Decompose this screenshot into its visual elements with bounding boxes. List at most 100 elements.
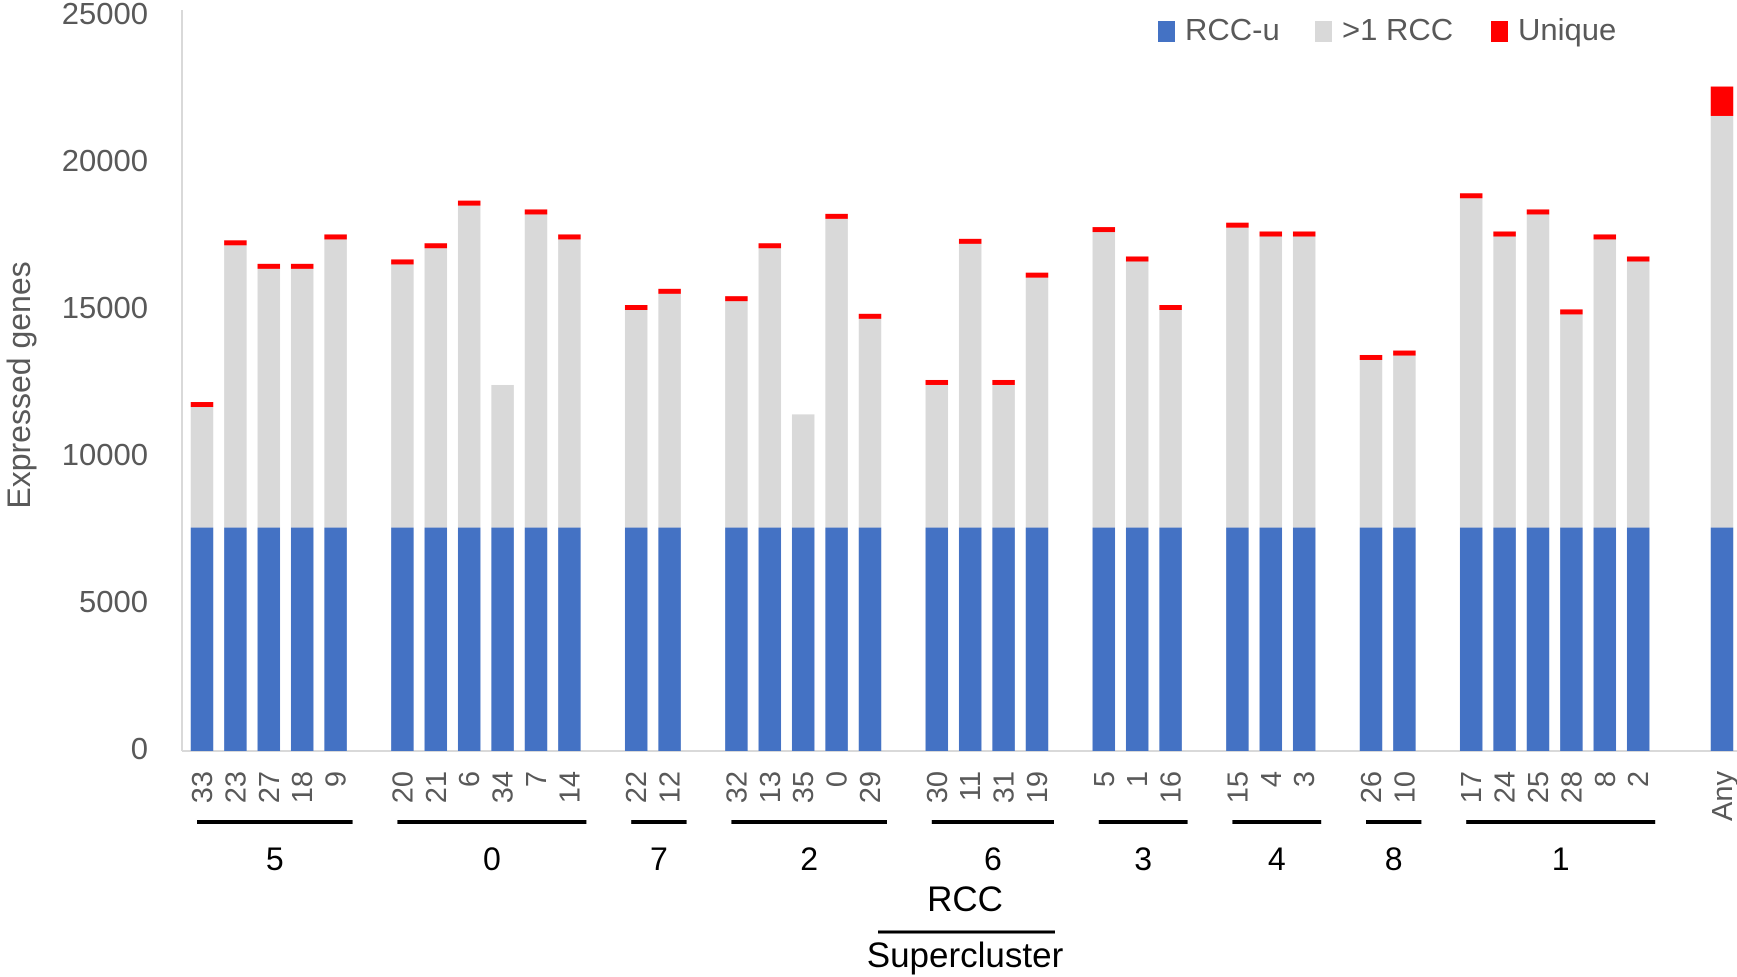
bar-multi-rcc <box>1560 314 1583 528</box>
bar-unique <box>825 213 848 219</box>
bar-multi-rcc <box>1259 236 1283 528</box>
x-tick-label: 21 <box>421 771 453 803</box>
bar-unique <box>725 296 748 302</box>
bar-rcc-u <box>1092 527 1116 751</box>
group-label: 8 <box>1385 841 1403 877</box>
x-tick-label: 13 <box>755 771 787 803</box>
bar-unique <box>424 243 448 249</box>
bar-multi-rcc <box>1226 227 1249 528</box>
x-tick-label: 35 <box>788 771 820 803</box>
bar-rcc-u <box>1025 527 1049 751</box>
bar-rcc-u <box>1526 527 1550 751</box>
bar-unique <box>958 238 982 244</box>
x-tick-label: 8 <box>1590 771 1622 787</box>
bar-multi-rcc <box>424 248 448 528</box>
bar-rcc-u <box>725 527 748 751</box>
bar-rcc-u <box>1359 527 1383 751</box>
group-label: 3 <box>1134 841 1152 877</box>
bar-multi-rcc <box>1159 310 1182 528</box>
x-tick-label: 25 <box>1523 771 1555 803</box>
x-axis-title-rcc: RCC <box>927 880 1003 919</box>
group-label: 6 <box>984 841 1002 877</box>
bar-unique <box>257 263 281 269</box>
group-label: 2 <box>800 841 818 877</box>
bar-unique <box>1459 193 1483 199</box>
bar-multi-rcc <box>1459 198 1483 528</box>
bar-rcc-u <box>1560 527 1583 751</box>
bar-rcc-u <box>658 527 681 751</box>
x-tick-label: 33 <box>187 771 219 803</box>
bar-unique <box>925 379 949 385</box>
bar-multi-rcc <box>1292 236 1316 528</box>
y-tick-label: 0 <box>131 731 148 766</box>
x-tick-label: 31 <box>989 771 1021 803</box>
x-tick-label: 0 <box>822 771 854 787</box>
group-label: 4 <box>1268 841 1286 877</box>
x-tick-label: 16 <box>1156 771 1188 803</box>
bar-unique <box>1710 86 1734 116</box>
x-tick-label: 30 <box>922 771 954 803</box>
bar-multi-rcc <box>825 218 848 528</box>
x-tick-label: 32 <box>721 771 753 803</box>
x-tick-label: 1 <box>1122 771 1154 787</box>
bar-rcc-u <box>758 527 782 751</box>
x-tick-label: 9 <box>321 771 353 787</box>
y-tick-label: 25000 <box>62 0 148 31</box>
bar-rcc-u <box>524 527 548 751</box>
bar-rcc-u <box>624 527 648 751</box>
bar-multi-rcc <box>925 384 949 528</box>
bar-rcc-u <box>858 527 882 751</box>
group-label: 5 <box>266 841 284 877</box>
x-tick-label: 2 <box>1623 771 1655 787</box>
y-tick-label: 5000 <box>79 584 148 619</box>
bar-rcc-u <box>1493 527 1516 751</box>
x-tick-labels: 33 23 27 18 9 20 21 6 34 7 14 22 12 32 13 35 0 29 30 11 31 19… <box>187 771 1737 821</box>
bar-multi-rcc <box>1125 261 1149 528</box>
bar-unique <box>524 209 548 215</box>
bar-unique <box>1560 309 1583 315</box>
x-tick-label: 6 <box>454 771 486 787</box>
bar-multi-rcc <box>491 384 514 528</box>
group-label: 7 <box>650 841 668 877</box>
y-tick-label: 15000 <box>62 290 148 325</box>
bar-multi-rcc <box>324 239 347 528</box>
bar-rcc-u <box>257 527 281 751</box>
bar-unique <box>324 234 347 240</box>
bar-rcc-u <box>992 527 1015 751</box>
bar-multi-rcc <box>725 301 748 528</box>
bar-unique <box>1626 256 1650 262</box>
bar-multi-rcc <box>1092 232 1116 528</box>
bar-rcc-u <box>1125 527 1149 751</box>
bar-multi-rcc <box>1710 115 1734 528</box>
bar-multi-rcc <box>1359 359 1383 528</box>
x-tick-label: 20 <box>387 771 419 803</box>
bar-multi-rcc <box>758 248 782 528</box>
bar-unique <box>1025 272 1049 278</box>
bar-rcc-u <box>1259 527 1283 751</box>
bar-rcc-u <box>224 527 247 751</box>
bar-rcc-u <box>1159 527 1182 751</box>
bar-unique <box>1259 231 1283 237</box>
bar-multi-rcc <box>791 414 815 528</box>
bar-rcc-u <box>1593 527 1617 751</box>
bar-multi-rcc <box>290 268 314 528</box>
bar-rcc-u <box>791 527 815 751</box>
legend-swatch <box>1491 21 1508 42</box>
bar-unique <box>457 200 481 206</box>
bar-multi-rcc <box>224 245 247 528</box>
bar-multi-rcc <box>958 243 982 528</box>
bar-multi-rcc <box>1025 277 1049 528</box>
bar-unique <box>1092 227 1116 233</box>
bar-multi-rcc <box>1393 355 1416 528</box>
x-tick-label: 29 <box>855 771 887 803</box>
bar-rcc-u <box>391 527 414 751</box>
bar-unique <box>290 263 314 269</box>
bar-rcc-u <box>1710 527 1734 751</box>
bar-unique <box>1393 350 1416 356</box>
x-tick-label: 28 <box>1556 771 1588 803</box>
bar-unique <box>190 402 214 408</box>
bar-rcc-u <box>1292 527 1316 751</box>
x-tick-label: 23 <box>220 771 252 803</box>
x-tick-label: 3 <box>1289 771 1321 787</box>
bar-rcc-u <box>958 527 982 751</box>
